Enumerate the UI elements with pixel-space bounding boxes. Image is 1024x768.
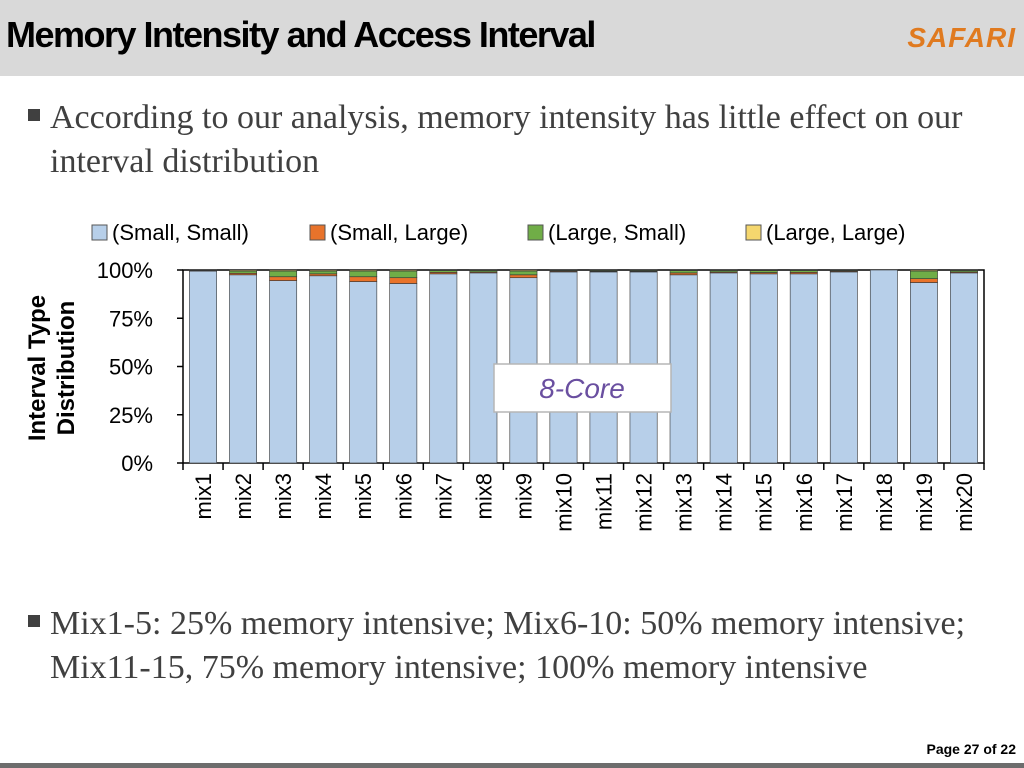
bar-segment	[910, 282, 938, 464]
x-tick-label: mix13	[672, 473, 697, 532]
legend-label: (Large, Small)	[548, 220, 686, 245]
bar-segment	[709, 269, 738, 271]
y-tick-label: 100%	[97, 258, 153, 283]
legend-swatch	[91, 224, 108, 241]
bar-segment	[709, 272, 738, 464]
bar-segment	[910, 270, 938, 279]
bar-segment	[389, 277, 418, 284]
bar-segment	[349, 281, 378, 464]
x-tick-label: mix12	[632, 473, 657, 532]
bar-segment	[389, 283, 418, 464]
legend-swatch	[309, 224, 326, 241]
bar-segment	[509, 274, 538, 279]
x-tick-label: mix14	[712, 473, 737, 532]
bar-segment	[189, 270, 217, 464]
bar-segment	[829, 271, 858, 464]
bar-segment	[309, 269, 338, 272]
bar-segment	[509, 270, 538, 276]
bar-segment	[629, 269, 658, 271]
bar-segment	[349, 269, 378, 272]
x-tick-label: mix2	[231, 473, 256, 519]
bar-segment	[669, 269, 698, 271]
x-tick-label: mix1	[191, 473, 216, 519]
x-tick-label: mix4	[311, 473, 336, 519]
x-tick-label: mix19	[912, 473, 937, 532]
x-tick-label: mix20	[952, 473, 977, 532]
bar-segment	[829, 269, 858, 271]
bullet-text-analysis: According to our analysis, memory intens…	[50, 99, 963, 180]
slide-header: Memory Intensity and Access Interval SAF…	[0, 0, 1024, 76]
bar-segment	[429, 269, 458, 271]
bar-segment	[549, 269, 578, 271]
x-tick-label: mix8	[471, 473, 496, 519]
y-tick-label: 0%	[121, 451, 153, 476]
x-tick-label: mix17	[832, 473, 857, 532]
bar-segment	[789, 269, 818, 271]
x-tick-label: mix10	[551, 473, 576, 532]
bar-segment	[910, 278, 938, 283]
bar-segment	[189, 269, 217, 271]
y-axis-label: Distribution	[53, 301, 80, 436]
bar-segment	[589, 269, 618, 271]
bar-segment	[749, 273, 778, 464]
bar-segment	[429, 273, 458, 464]
bar-segment	[349, 270, 378, 278]
legend-label: (Small, Large)	[330, 220, 468, 245]
bar-segment	[269, 280, 298, 464]
slide-title: Memory Intensity and Access Interval	[6, 14, 596, 55]
bar-segment	[309, 270, 338, 275]
interval-distribution-chart: 0% 25% 50% 75% 100% Interval Type Distribution…	[24, 220, 985, 532]
bar-segment	[229, 274, 257, 464]
bar-segment	[669, 274, 698, 464]
bullet-square-icon	[28, 109, 40, 121]
legend-swatch	[527, 224, 544, 241]
bar-segment	[269, 270, 298, 278]
bar-segment	[469, 269, 498, 271]
x-tick-label: mix5	[351, 473, 376, 519]
bar-segment	[389, 269, 418, 272]
bullet-text-mix-description: Mix1-5: 25% memory intensive; Mix6-10: 5…	[50, 605, 966, 686]
bar-segment	[669, 270, 698, 274]
y-axis-label: Interval Type	[24, 295, 51, 441]
bar-segment	[389, 270, 418, 279]
legend-label: (Large, Large)	[766, 220, 905, 245]
bullet-square-icon	[28, 615, 40, 627]
x-tick-label: mix6	[391, 473, 416, 519]
x-tick-label: mix11	[592, 473, 617, 530]
x-tick-label: mix16	[792, 473, 817, 532]
bar-segment	[269, 276, 298, 281]
bar-segment	[950, 272, 978, 464]
bar-segment	[749, 269, 778, 271]
footer-bar	[0, 763, 1024, 768]
legend-label: (Small, Small)	[112, 220, 249, 245]
bar-segment	[469, 272, 498, 464]
page-number: Page 27 of 22	[926, 741, 1017, 757]
x-tick-label: mix9	[511, 473, 536, 519]
bar-segment	[509, 269, 538, 272]
bar-segment	[349, 276, 378, 282]
bar-segment	[229, 270, 257, 274]
bar-segment	[789, 273, 818, 464]
y-tick-label: 75%	[109, 306, 153, 331]
bar-segment	[869, 269, 898, 464]
bar-segment	[910, 269, 938, 272]
x-tick-label: mix18	[872, 473, 897, 532]
safari-logo: SAFARI	[907, 22, 1016, 53]
bar-segment	[229, 269, 257, 272]
x-tick-label: mix7	[431, 473, 456, 519]
y-tick-label: 25%	[109, 403, 153, 428]
legend-swatch	[745, 224, 762, 241]
bar-segment	[269, 269, 298, 272]
annotation-box	[493, 363, 672, 413]
x-tick-label: mix15	[752, 473, 777, 532]
bar-segment	[950, 269, 978, 271]
annotation-label: 8-Core	[539, 373, 625, 404]
y-tick-label: 50%	[109, 355, 153, 380]
x-tick-label: mix3	[271, 473, 296, 519]
bar-segment	[309, 275, 338, 464]
